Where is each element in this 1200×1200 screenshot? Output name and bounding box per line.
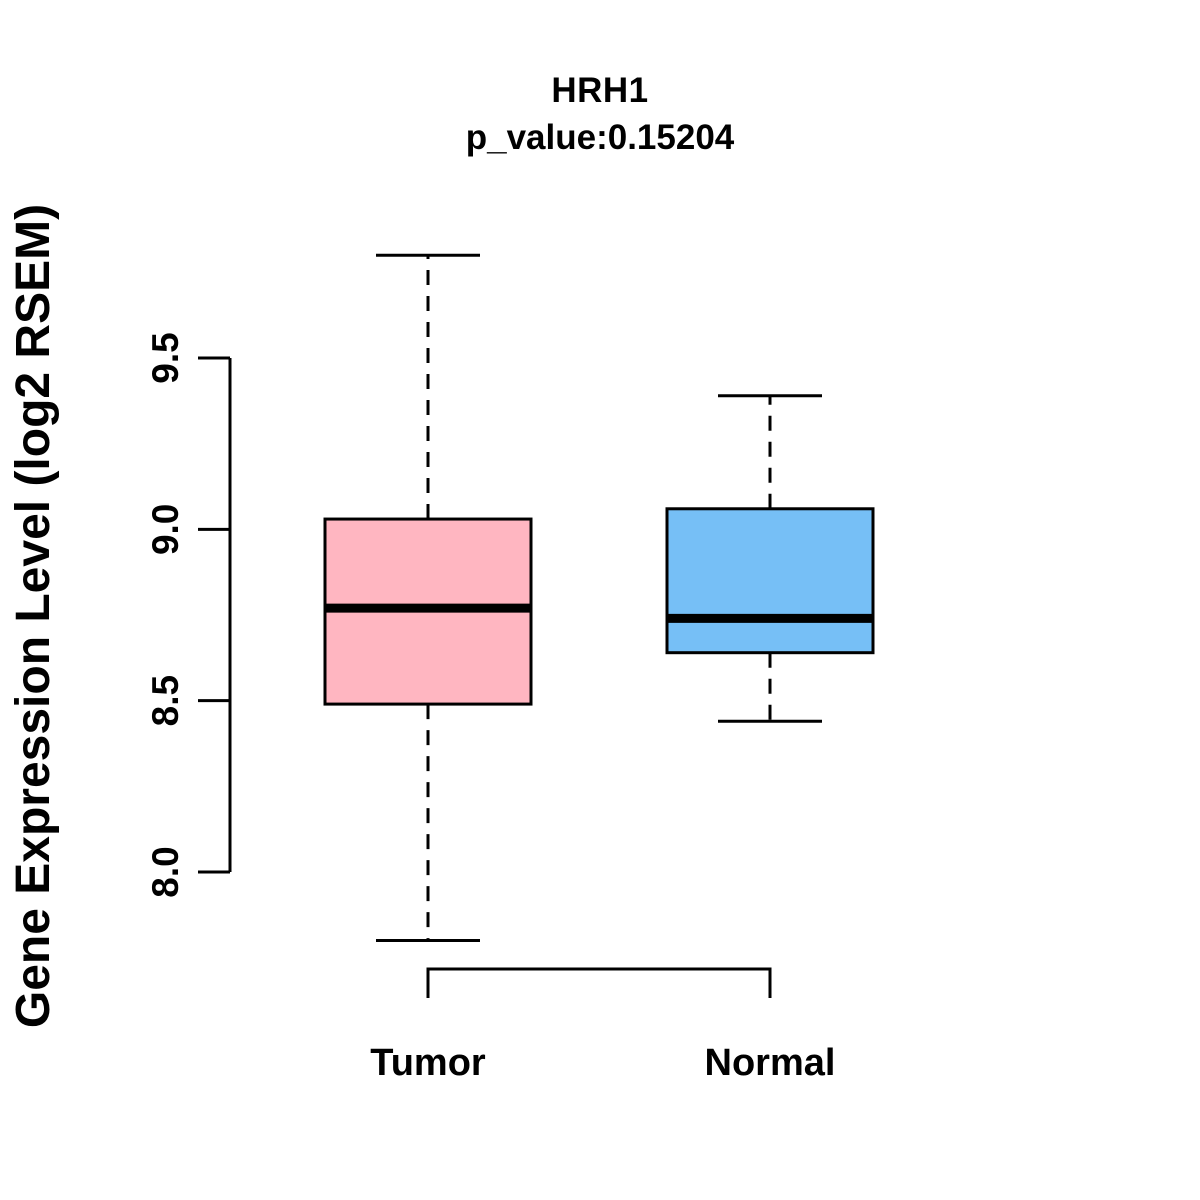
y-axis-tick-label: 8.0 — [145, 846, 186, 897]
chart-title: HRH1 — [551, 71, 649, 110]
x-group-label-tumor: Tumor — [370, 1042, 486, 1084]
chart-subtitle-pvalue: p_value:0.15204 — [465, 118, 735, 157]
comparison-bracket — [426, 967, 772, 998]
x-group-label-normal: Normal — [705, 1042, 836, 1084]
y-axis-tick-label: 8.5 — [145, 675, 186, 726]
y-axis-tick-label: 9.0 — [145, 504, 186, 555]
y-axis-tick-label: 9.5 — [145, 332, 186, 383]
box-normal — [665, 507, 875, 655]
